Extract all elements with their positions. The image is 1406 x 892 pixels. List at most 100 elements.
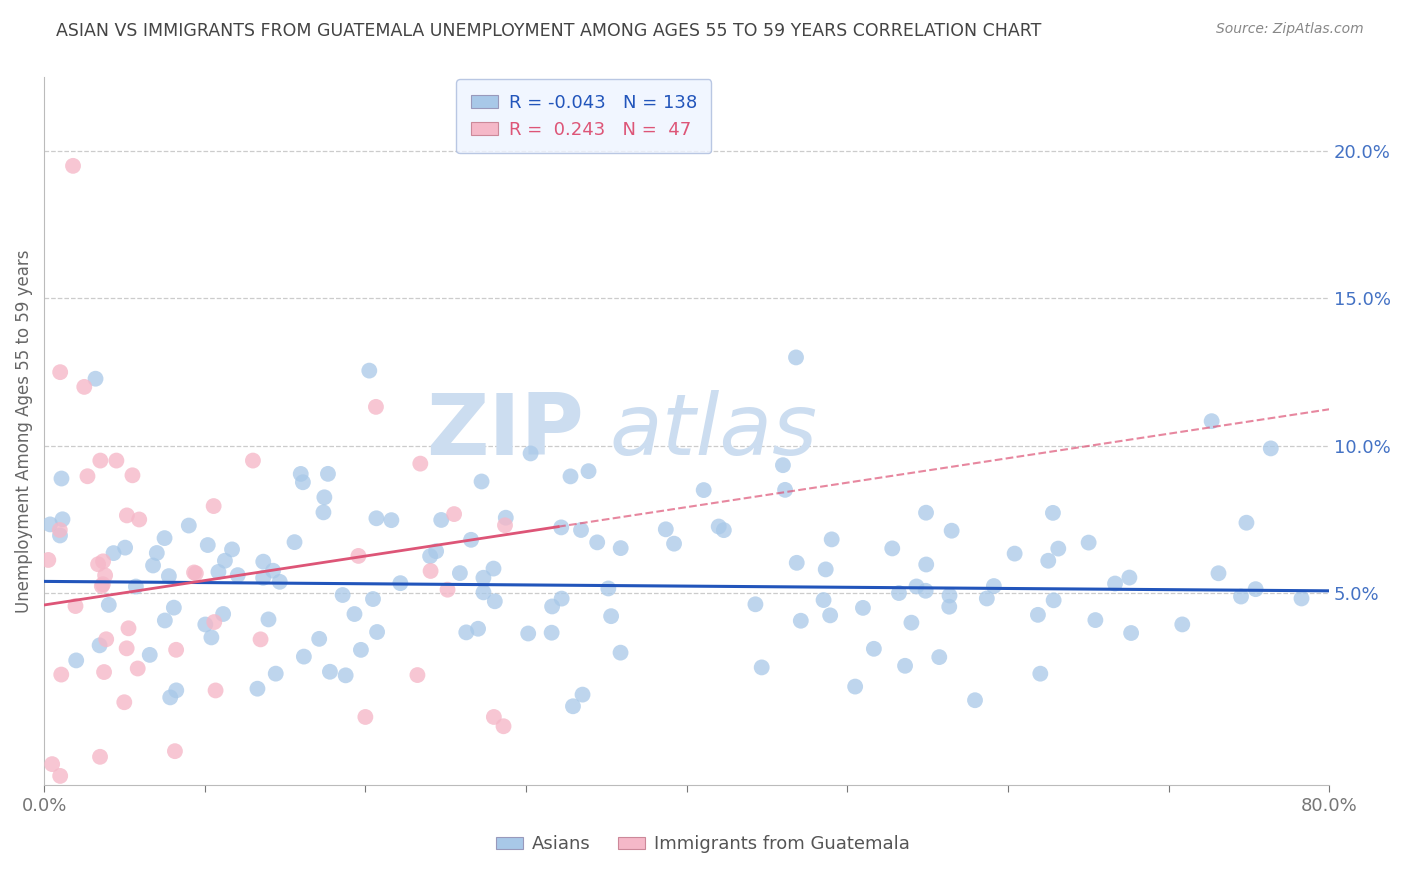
Point xyxy=(290,467,312,481)
Point xyxy=(1291,591,1313,606)
Point xyxy=(785,351,807,365)
Point xyxy=(142,558,165,573)
Point xyxy=(1038,554,1060,568)
Point xyxy=(153,531,176,545)
Point xyxy=(39,517,62,532)
Point xyxy=(359,363,381,377)
Point xyxy=(112,695,135,709)
Point xyxy=(844,680,866,694)
Point xyxy=(115,508,138,523)
Point xyxy=(291,475,314,490)
Point xyxy=(609,646,631,660)
Point xyxy=(204,683,226,698)
Point xyxy=(202,499,225,513)
Point xyxy=(915,506,938,520)
Point xyxy=(1042,506,1064,520)
Point xyxy=(221,542,243,557)
Point xyxy=(354,710,377,724)
Point xyxy=(449,566,471,581)
Point xyxy=(887,586,910,600)
Point xyxy=(361,592,384,607)
Point xyxy=(915,558,938,572)
Point xyxy=(127,661,149,675)
Point xyxy=(89,453,111,467)
Point xyxy=(928,650,950,665)
Point xyxy=(49,523,72,537)
Point xyxy=(76,469,98,483)
Point xyxy=(578,464,600,478)
Point xyxy=(51,471,73,485)
Point xyxy=(121,468,143,483)
Point xyxy=(814,562,837,576)
Point xyxy=(364,400,387,414)
Point xyxy=(319,665,342,679)
Point xyxy=(283,535,305,549)
Point xyxy=(707,519,730,533)
Point xyxy=(713,523,735,537)
Point xyxy=(91,554,114,568)
Point xyxy=(97,598,120,612)
Point xyxy=(495,510,517,524)
Point xyxy=(1208,566,1230,581)
Point xyxy=(49,365,72,379)
Point xyxy=(90,579,112,593)
Point xyxy=(1236,516,1258,530)
Point xyxy=(41,757,63,772)
Point xyxy=(177,518,200,533)
Point xyxy=(89,749,111,764)
Point xyxy=(471,475,494,489)
Point xyxy=(226,568,249,582)
Point xyxy=(316,467,339,481)
Point xyxy=(1119,626,1142,640)
Point xyxy=(482,561,505,575)
Point xyxy=(84,372,107,386)
Point xyxy=(207,565,229,579)
Point xyxy=(790,614,813,628)
Point xyxy=(744,597,766,611)
Point xyxy=(249,632,271,647)
Point xyxy=(264,666,287,681)
Point xyxy=(484,594,506,608)
Point xyxy=(51,512,73,526)
Point xyxy=(65,599,87,613)
Point xyxy=(1118,570,1140,584)
Point xyxy=(519,446,541,460)
Point xyxy=(73,380,96,394)
Point xyxy=(51,667,73,681)
Point xyxy=(194,617,217,632)
Point xyxy=(492,719,515,733)
Point xyxy=(163,744,186,758)
Point xyxy=(655,522,678,536)
Point xyxy=(200,631,222,645)
Point xyxy=(1029,666,1052,681)
Text: ZIP: ZIP xyxy=(426,390,583,473)
Point xyxy=(343,607,366,621)
Point xyxy=(662,536,685,550)
Point xyxy=(257,612,280,626)
Point xyxy=(482,710,505,724)
Point xyxy=(419,549,441,563)
Point xyxy=(751,660,773,674)
Point xyxy=(541,599,564,614)
Point xyxy=(540,625,562,640)
Point xyxy=(983,579,1005,593)
Y-axis label: Unemployment Among Ages 55 to 59 years: Unemployment Among Ages 55 to 59 years xyxy=(15,250,32,613)
Point xyxy=(443,507,465,521)
Point xyxy=(813,593,835,607)
Point xyxy=(165,683,187,698)
Point xyxy=(772,458,794,472)
Point xyxy=(91,577,114,591)
Point xyxy=(460,533,482,547)
Point xyxy=(146,546,169,560)
Point xyxy=(65,653,87,667)
Point xyxy=(347,549,370,563)
Point xyxy=(128,512,150,526)
Point xyxy=(335,668,357,682)
Legend: Asians, Immigrants from Guatemala: Asians, Immigrants from Guatemala xyxy=(489,829,917,861)
Point xyxy=(562,699,585,714)
Point xyxy=(1244,582,1267,596)
Point xyxy=(472,571,495,585)
Point xyxy=(49,528,72,542)
Point xyxy=(262,564,284,578)
Point xyxy=(852,600,875,615)
